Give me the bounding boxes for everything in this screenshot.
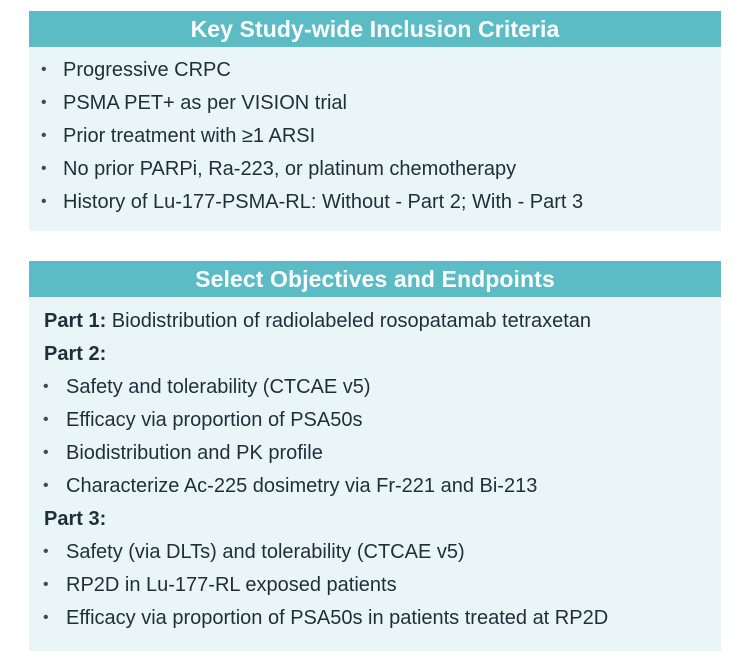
list-item-text: No prior PARPi, Ra-223, or platinum chem… [63, 158, 517, 180]
inclusion-criteria-list: • Progressive CRPC • PSMA PET+ as per VISI… [29, 47, 721, 212]
part1-label: Part 1: [44, 310, 107, 332]
list-item-text: Prior treatment with ≥1 ARSI [63, 125, 316, 147]
list-item-text: Biodistribution and PK profile [66, 442, 323, 464]
list-item-text: Efficacy via proportion of PSA50s [66, 409, 363, 431]
list-item: • History of Lu-177-PSMA-RL: Without - Pa… [29, 192, 721, 212]
objectives-panel: Select Objectives and Endpoints Part 1: … [29, 261, 721, 651]
bullet-icon: • [43, 477, 49, 494]
list-item: • Efficacy via proportion of PSA50s in pa… [29, 608, 721, 628]
bullet-icon: • [41, 94, 47, 111]
bullet-icon: • [43, 609, 49, 626]
list-item: • RP2D in Lu-177-RL exposed patients [29, 575, 721, 595]
bullet-icon: • [43, 576, 49, 593]
list-item-text: Progressive CRPC [63, 59, 231, 81]
list-item-text: History of Lu-177-PSMA-RL: Without - Par… [63, 191, 584, 213]
part2-list: • Safety and tolerability (CTCAE v5) • Eff… [29, 377, 721, 496]
bullet-icon: • [43, 378, 49, 395]
list-item: • Biodistribution and PK profile [29, 443, 721, 463]
inclusion-criteria-header: Key Study-wide Inclusion Criteria [29, 11, 721, 47]
objectives-header: Select Objectives and Endpoints [29, 261, 721, 297]
list-item: • Characterize Ac-225 dosimetry via Fr-22… [29, 476, 721, 496]
objectives-body: Part 1: Biodistribution of radiolabeled … [29, 297, 721, 628]
bullet-icon: • [41, 61, 47, 78]
part3-list: • Safety (via DLTs) and tolerability (CTC… [29, 542, 721, 628]
list-item-text: RP2D in Lu-177-RL exposed patients [66, 574, 397, 596]
part1-text: Biodistribution of radiolabeled rosopata… [106, 310, 591, 332]
bullet-icon: • [43, 444, 49, 461]
bullet-icon: • [41, 160, 47, 177]
part2-label: Part 2: [44, 343, 107, 365]
part2-line: Part 2: [29, 344, 721, 364]
list-item-text: Characterize Ac-225 dosimetry via Fr-221… [66, 475, 538, 497]
part3-line: Part 3: [29, 509, 721, 529]
bullet-icon: • [41, 193, 47, 210]
list-item-text: Safety (via DLTs) and tolerability (CTCA… [66, 541, 465, 563]
inclusion-criteria-panel: Key Study-wide Inclusion Criteria • Progr… [29, 11, 721, 231]
list-item: • Efficacy via proportion of PSA50s [29, 410, 721, 430]
bullet-icon: • [43, 411, 49, 428]
list-item-text: Safety and tolerability (CTCAE v5) [66, 376, 371, 398]
list-item-text: PSMA PET+ as per VISION trial [63, 92, 347, 114]
list-item: • Prior treatment with ≥1 ARSI [29, 126, 721, 146]
part1-line: Part 1: Biodistribution of radiolabeled … [29, 311, 721, 331]
bullet-icon: • [43, 543, 49, 560]
list-item: • PSMA PET+ as per VISION trial [29, 93, 721, 113]
list-item-text: Efficacy via proportion of PSA50s in pat… [66, 607, 609, 629]
bullet-icon: • [41, 127, 47, 144]
list-item: • Progressive CRPC [29, 60, 721, 80]
list-item: • Safety and tolerability (CTCAE v5) [29, 377, 721, 397]
list-item: • Safety (via DLTs) and tolerability (CTC… [29, 542, 721, 562]
part3-label: Part 3: [44, 508, 107, 530]
list-item: • No prior PARPi, Ra-223, or platinum che… [29, 159, 721, 179]
